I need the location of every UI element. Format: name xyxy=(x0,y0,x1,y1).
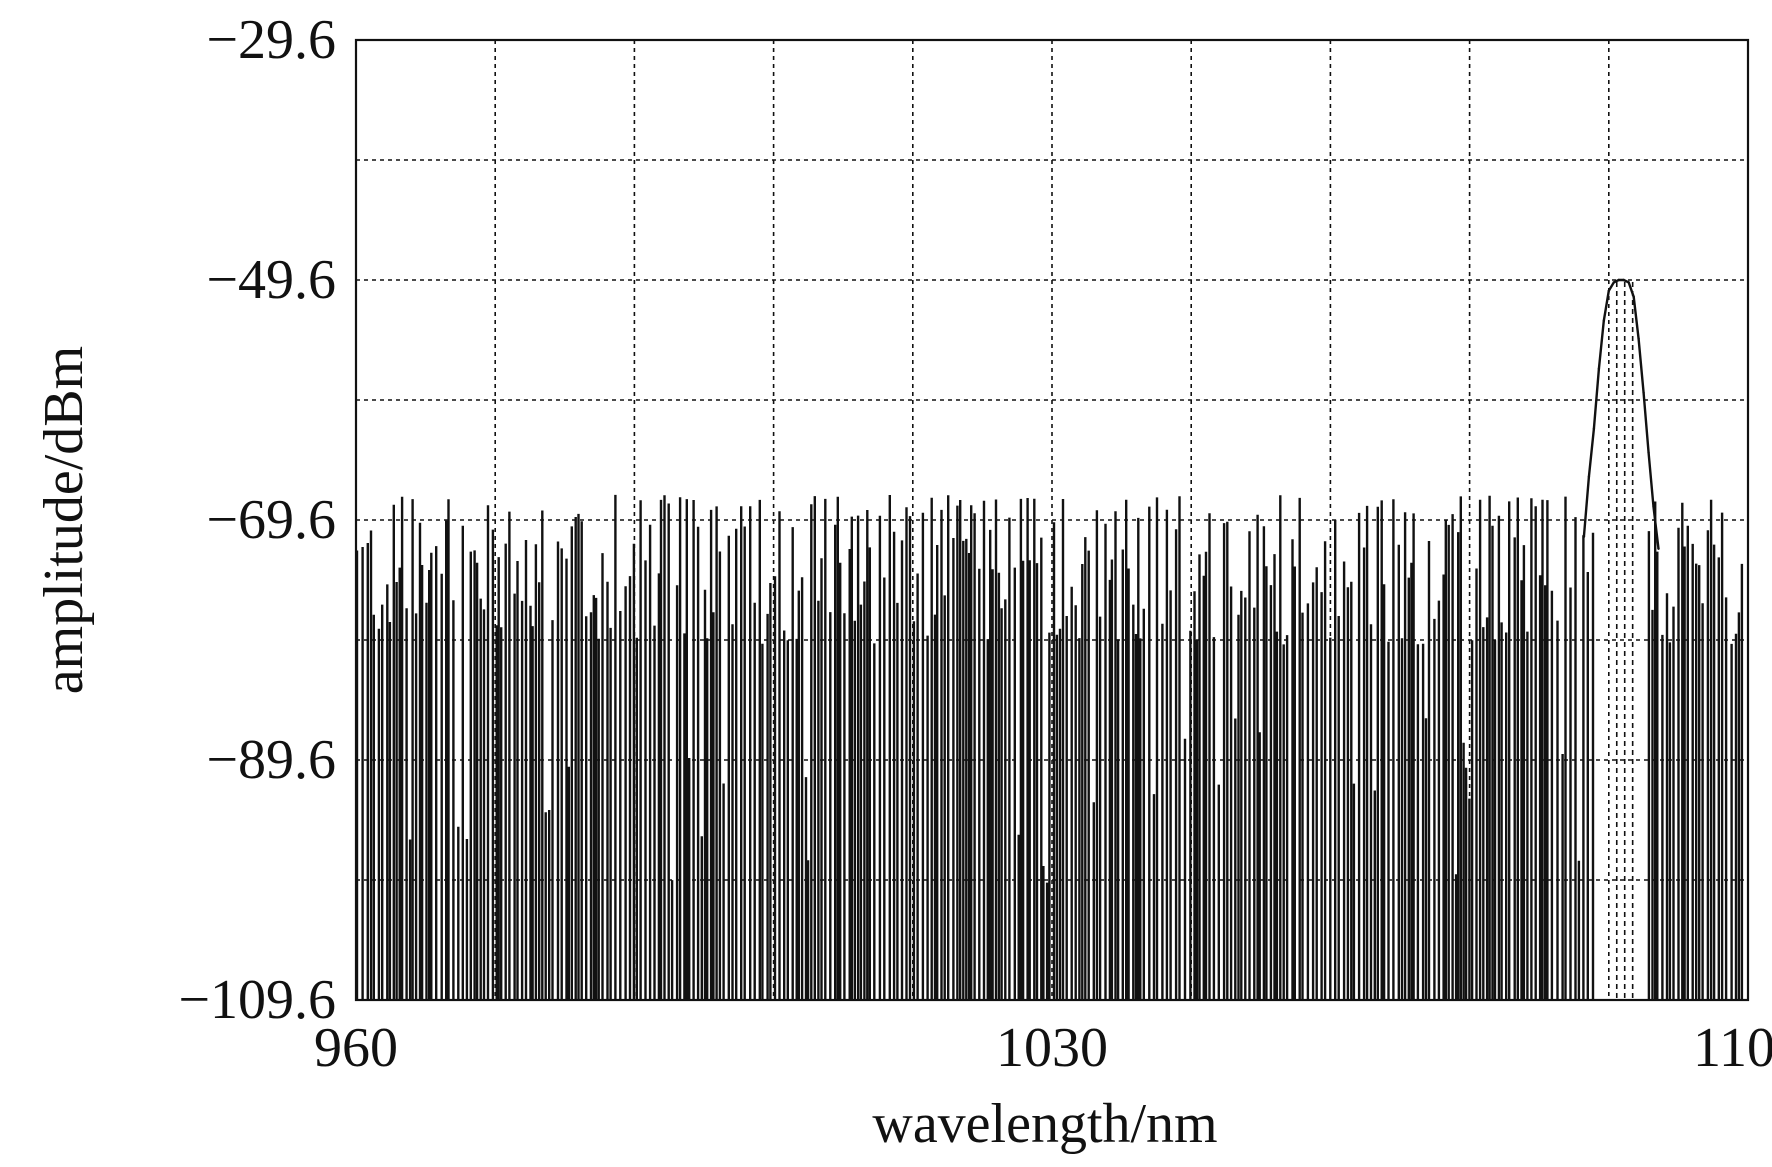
axes xyxy=(354,38,1750,1002)
peak-point xyxy=(1582,535,1586,538)
y-tick-label: −109.6 xyxy=(178,969,336,1031)
peak-point xyxy=(1602,319,1606,322)
peak-point xyxy=(1617,278,1620,282)
y-tick-label: −69.6 xyxy=(206,489,336,551)
peak-point xyxy=(1647,451,1650,454)
peak-point xyxy=(1652,505,1655,508)
y-tick-label: −49.6 xyxy=(206,249,336,311)
peak-point xyxy=(1597,367,1601,370)
x-tick-label: 1030 xyxy=(996,1017,1108,1079)
x-axis-label: wavelength/nm xyxy=(872,1093,1217,1155)
x-tick-label: 960 xyxy=(314,1017,398,1079)
peak-point xyxy=(1622,278,1625,282)
peak-point xyxy=(1637,337,1640,340)
x-tick-label: 1100 xyxy=(1693,1017,1772,1079)
y-tick-label: −29.6 xyxy=(206,9,336,71)
peak-point xyxy=(1592,427,1596,430)
peak-point xyxy=(1632,295,1635,298)
peak-point xyxy=(1657,547,1660,550)
peak-point xyxy=(1607,289,1611,292)
y-axis-label: amplitude/dBm xyxy=(33,346,95,694)
peak-point xyxy=(1627,281,1630,284)
peak-line xyxy=(1582,278,1660,549)
peak-point xyxy=(1642,391,1645,394)
y-tick-label: −89.6 xyxy=(206,729,336,791)
tick-labels: 960 1030 1100 −109.6 −89.6 −69.6 −49.6 −29.6 xyxy=(178,9,1772,1079)
peak-point xyxy=(1587,475,1591,478)
plot-frame xyxy=(354,38,1750,1002)
peak-point xyxy=(1612,281,1615,284)
grid-lines xyxy=(356,40,1748,1000)
noise-floor-spikes xyxy=(355,494,1744,1000)
